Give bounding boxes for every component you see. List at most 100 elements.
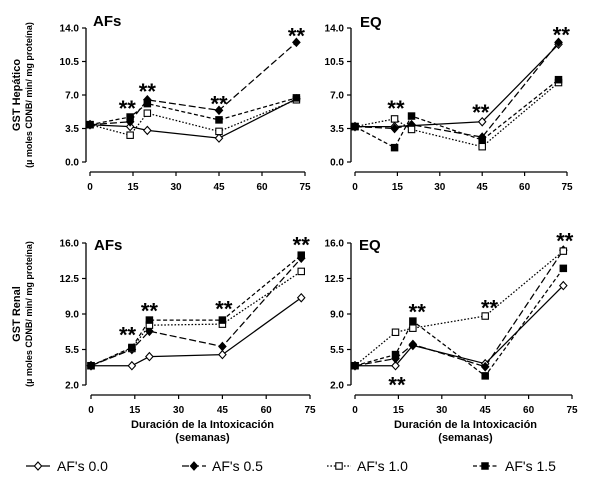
y-tick-label: 3.5 bbox=[65, 124, 79, 135]
significance-annotation: ** bbox=[481, 295, 499, 320]
y-tick-label: 2.0 bbox=[65, 381, 79, 392]
x-tick-label: 45 bbox=[477, 182, 489, 193]
series-line-afs-1-0 bbox=[90, 270, 302, 367]
data-point-afs-1-5 bbox=[390, 143, 399, 152]
x-tick-label: 60 bbox=[519, 182, 531, 193]
x-tick-label: 75 bbox=[299, 182, 311, 193]
data-point-afs-1-5 bbox=[292, 94, 301, 102]
data-point-afs-1-5 bbox=[554, 75, 563, 84]
legend-swatch bbox=[327, 462, 351, 470]
y-tick-label: 12.5 bbox=[60, 274, 80, 285]
data-point-afs-1-5 bbox=[128, 343, 136, 352]
significance-annotation: ** bbox=[288, 23, 306, 48]
x-tick-label: 45 bbox=[217, 405, 229, 416]
data-point-afs-0-5 bbox=[408, 339, 418, 350]
data-point-afs-0-5 bbox=[390, 123, 399, 134]
data-point-afs-1-0 bbox=[143, 109, 152, 117]
data-point-afs-1-5 bbox=[143, 99, 152, 108]
legend-swatch bbox=[473, 462, 497, 470]
data-point-afs-1-0 bbox=[391, 328, 400, 337]
significance-annotation: ** bbox=[139, 79, 157, 104]
data-point-afs-1-0 bbox=[481, 312, 489, 320]
y-tick-label: 16.0 bbox=[60, 239, 80, 250]
data-point-afs-0-0 bbox=[391, 360, 400, 371]
x-axis-label: Duración de la Intoxicación bbox=[394, 419, 537, 431]
data-point-afs-1-5 bbox=[351, 361, 359, 370]
y-tick-label: 14.0 bbox=[325, 24, 345, 35]
legend: AF's 0.0 AF's 0.5 AF's 1.0 AF's 1.5 bbox=[26, 458, 556, 474]
legend-label: AF's 1.5 bbox=[505, 458, 556, 474]
y-axis-label: GST Hepático bbox=[11, 59, 23, 131]
legend-swatch bbox=[26, 461, 50, 471]
series-line-afs-1-0 bbox=[354, 250, 564, 367]
data-point-afs-0-5 bbox=[214, 105, 224, 116]
data-point-afs-1-5 bbox=[478, 136, 486, 144]
series-line-afs-1-5 bbox=[90, 254, 302, 367]
x-tick-label: 0 bbox=[88, 405, 94, 416]
data-point-afs-1-5 bbox=[145, 316, 154, 324]
y-axis-label: (µ moles CDNB/ min/ mg proteína) bbox=[24, 22, 34, 168]
y-tick-label: 5.5 bbox=[65, 345, 79, 356]
legend-label: AF's 0.0 bbox=[57, 458, 108, 474]
y-tick-label: 3.5 bbox=[330, 124, 344, 135]
x-tick-label: 15 bbox=[127, 182, 139, 193]
significance-annotation: ** bbox=[387, 96, 405, 121]
legend-marker-filled-diamond bbox=[189, 461, 199, 471]
legend-item-afs-1-5: AF's 1.5 bbox=[473, 458, 556, 474]
data-point-afs-0-0 bbox=[477, 116, 487, 127]
x-tick-label: 30 bbox=[436, 405, 448, 416]
y-tick-label: 16.0 bbox=[325, 239, 345, 250]
data-point-afs-1-5 bbox=[126, 113, 134, 121]
x-tick-label: 75 bbox=[561, 182, 573, 193]
x-tick-label: 0 bbox=[352, 405, 358, 416]
significance-annotation: ** bbox=[293, 232, 311, 257]
data-point-afs-1-5 bbox=[86, 120, 94, 129]
data-point-afs-1-0 bbox=[297, 267, 305, 276]
data-point-afs-1-5 bbox=[351, 122, 359, 131]
y-tick-label: 7.0 bbox=[330, 91, 344, 102]
x-axis-label: (semanas) bbox=[175, 432, 230, 444]
data-point-afs-1-0 bbox=[407, 125, 416, 134]
legend-label: AF's 0.5 bbox=[212, 458, 263, 474]
data-point-afs-0-0 bbox=[214, 133, 224, 143]
panel-renal-afs: 2.0 5.5 9.0 12.5 16.0 0 15 30 45 60 75 AFs GST Renal… bbox=[11, 232, 316, 444]
significance-annotation: ** bbox=[119, 96, 137, 121]
panel-hepatic-afs: 0.0 3.5 7.0 10.5 14.0 0 15 30 45 60 75 AFs GST Hepát… bbox=[11, 13, 311, 193]
data-point-afs-0-0 bbox=[142, 125, 152, 136]
data-point-afs-1-5 bbox=[218, 316, 227, 324]
data-point-afs-1-0 bbox=[478, 142, 486, 151]
legend-marker-open-square bbox=[335, 462, 343, 470]
x-tick-label: 30 bbox=[170, 182, 182, 193]
y-tick-label: 7.0 bbox=[65, 91, 79, 102]
data-point-afs-1-5 bbox=[391, 350, 400, 359]
significance-annotation: ** bbox=[215, 296, 233, 321]
data-point-afs-1-5 bbox=[407, 112, 416, 120]
data-point-afs-1-0 bbox=[559, 247, 568, 255]
legend-item-afs-0-5: AF's 0.5 bbox=[182, 458, 263, 474]
panel-title: AFs bbox=[94, 237, 122, 254]
data-point-afs-1-0 bbox=[390, 115, 399, 123]
panel-hepatic-eq: 0.0 3.5 7.0 10.5 14.0 0 15 30 45 60 75 EQ ** ** ** bbox=[325, 14, 573, 193]
data-point-afs-0-5 bbox=[292, 37, 301, 48]
y-tick-label: 9.0 bbox=[330, 310, 344, 321]
y-tick-label: 12.5 bbox=[325, 274, 345, 285]
significance-annotation: ** bbox=[472, 100, 490, 125]
y-tick-label: 5.5 bbox=[330, 345, 344, 356]
legend-label: AF's 1.0 bbox=[357, 458, 408, 474]
x-axis-label: Duración de la Intoxicación bbox=[131, 419, 274, 431]
significance-annotation: ** bbox=[141, 298, 159, 323]
x-tick-label: 75 bbox=[566, 405, 578, 416]
panel-renal-eq: 2.0 5.5 9.0 12.5 16.0 0 15 30 45 60 75 EQ Duración d… bbox=[325, 228, 578, 444]
data-point-afs-0-5 bbox=[554, 37, 563, 48]
x-axis-label: (semanas) bbox=[438, 432, 493, 444]
y-tick-label: 9.0 bbox=[65, 310, 79, 321]
y-axis-label: GST Renal bbox=[11, 286, 23, 342]
x-tick-label: 15 bbox=[393, 405, 405, 416]
data-point-afs-1-0 bbox=[126, 131, 134, 139]
y-tick-label: 10.5 bbox=[60, 57, 80, 68]
x-tick-label: 15 bbox=[392, 182, 404, 193]
x-tick-label: 30 bbox=[434, 182, 446, 193]
x-tick-label: 30 bbox=[173, 405, 185, 416]
panel-title: AFs bbox=[93, 13, 121, 30]
